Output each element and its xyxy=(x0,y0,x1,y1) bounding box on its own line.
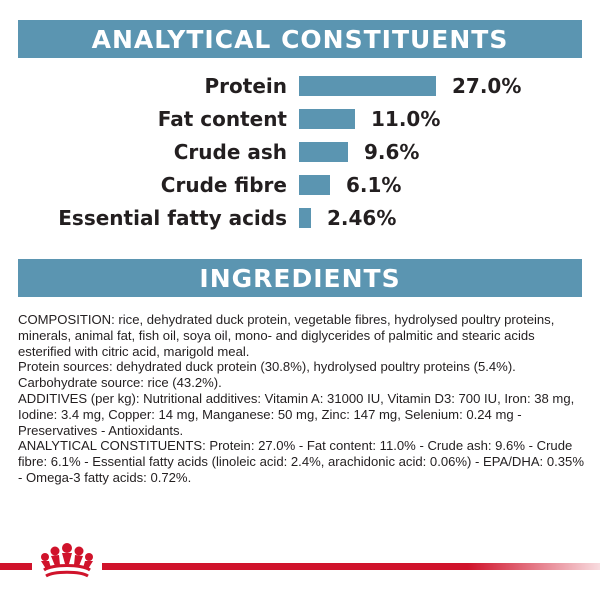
value-bar xyxy=(299,76,436,96)
value-label: 2.46% xyxy=(327,206,397,230)
category-label: Crude ash xyxy=(173,140,287,164)
category-label: Essential fatty acids xyxy=(58,206,287,230)
analytical-constituents-title: ANALYTICAL CONSTITUENTS xyxy=(91,24,509,54)
category-label: Fat content xyxy=(157,107,287,131)
chart-row: Crude ash 9.6% xyxy=(0,138,600,166)
ingredients-banner: INGREDIENTS xyxy=(18,259,582,297)
value-label: 9.6% xyxy=(364,140,420,164)
category-label: Crude fibre xyxy=(160,173,287,197)
additives-paragraph: ADDITIVES (per kg): Nutritional additive… xyxy=(18,390,575,438)
value-bar xyxy=(299,109,355,129)
chart-row: Crude fibre 6.1% xyxy=(0,171,600,199)
chart-row: Essential fatty acids 2.46% xyxy=(0,204,600,232)
ingredients-title: INGREDIENTS xyxy=(199,263,401,293)
analytical-constituents-banner: ANALYTICAL CONSTITUENTS xyxy=(18,20,582,58)
analytical-constituents-chart: Protein 27.0% Fat content 11.0% Crude ash 9.6… xyxy=(0,70,600,240)
value-label: 11.0% xyxy=(371,107,441,131)
value-bar xyxy=(299,208,311,228)
chart-row: Fat content 11.0% xyxy=(0,105,600,133)
royal-canin-crown-icon xyxy=(32,540,102,582)
chart-row: Protein 27.0% xyxy=(0,72,600,100)
analytical-constituents-paragraph: ANALYTICAL CONSTITUENTS: Protein: 27.0% … xyxy=(18,438,584,485)
category-label: Protein xyxy=(204,74,287,98)
value-label: 6.1% xyxy=(346,173,402,197)
value-bar xyxy=(299,142,348,162)
value-bar xyxy=(299,175,330,195)
protein-sources-paragraph: Protein sources: dehydrated duck protein… xyxy=(18,359,516,375)
composition-paragraph: COMPOSITION: rice, dehydrated duck prote… xyxy=(18,312,555,359)
value-label: 27.0% xyxy=(452,74,522,98)
brand-stripe xyxy=(0,563,600,570)
carbohydrate-source-paragraph: Carbohydrate source: rice (43.2%). xyxy=(18,375,222,391)
ingredients-text: COMPOSITION: rice, dehydrated duck prote… xyxy=(18,312,584,486)
